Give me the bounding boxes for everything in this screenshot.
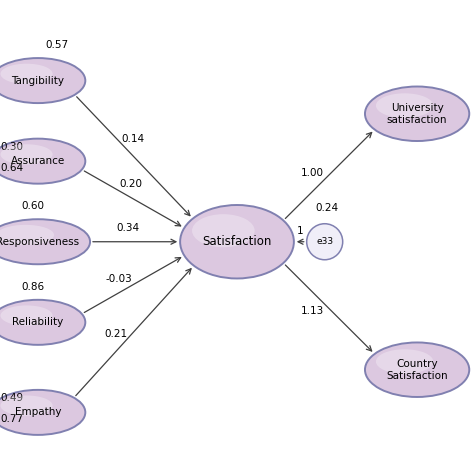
Text: 1.13: 1.13 <box>301 306 324 316</box>
Ellipse shape <box>0 64 53 84</box>
Ellipse shape <box>365 87 469 141</box>
Ellipse shape <box>0 144 53 164</box>
Ellipse shape <box>0 390 85 435</box>
Text: 0.14: 0.14 <box>121 134 145 144</box>
Text: -0.03: -0.03 <box>106 274 132 284</box>
Text: University
satisfaction: University satisfaction <box>387 103 447 125</box>
Text: 0.60: 0.60 <box>22 201 45 211</box>
Ellipse shape <box>180 205 294 279</box>
Text: Responsiveness: Responsiveness <box>0 237 80 247</box>
Ellipse shape <box>0 225 54 245</box>
Ellipse shape <box>376 93 433 118</box>
Ellipse shape <box>192 214 255 247</box>
Text: Tangibility: Tangibility <box>11 75 64 86</box>
Text: 0.24: 0.24 <box>316 203 338 213</box>
Text: 0.34: 0.34 <box>116 223 139 234</box>
Text: 1.00: 1.00 <box>301 168 324 178</box>
Text: 0.86: 0.86 <box>22 282 45 292</box>
Text: Empathy: Empathy <box>15 407 61 418</box>
Ellipse shape <box>0 305 53 326</box>
Text: 0.21: 0.21 <box>104 329 127 339</box>
Ellipse shape <box>376 349 433 374</box>
Text: 0.30: 0.30 <box>0 142 23 152</box>
Text: Satisfaction: Satisfaction <box>202 235 272 248</box>
Ellipse shape <box>0 219 90 264</box>
Text: 0.49: 0.49 <box>0 393 23 403</box>
Text: 0.20: 0.20 <box>119 179 142 189</box>
Text: 0.57: 0.57 <box>46 40 68 50</box>
Ellipse shape <box>0 300 85 345</box>
Text: Assurance: Assurance <box>11 156 65 166</box>
Ellipse shape <box>0 395 53 416</box>
Text: Reliability: Reliability <box>12 317 64 328</box>
Circle shape <box>307 224 343 260</box>
Ellipse shape <box>0 58 85 103</box>
Ellipse shape <box>365 342 469 397</box>
Text: 1: 1 <box>297 226 303 237</box>
Text: 0.64: 0.64 <box>0 163 23 173</box>
Text: 0.77: 0.77 <box>0 414 23 425</box>
Text: Country
Satisfaction: Country Satisfaction <box>386 359 448 381</box>
Ellipse shape <box>0 138 85 183</box>
Text: e33: e33 <box>316 237 333 246</box>
